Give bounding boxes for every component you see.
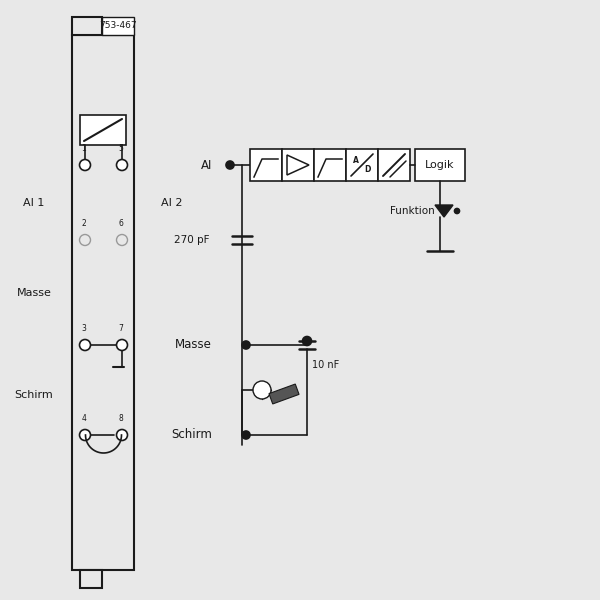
Text: 6: 6 — [119, 219, 124, 228]
Bar — [346, 149, 378, 181]
Text: 4: 4 — [82, 414, 86, 423]
Circle shape — [302, 337, 311, 346]
Bar — [72, 35, 134, 570]
Text: 270 pF: 270 pF — [175, 235, 210, 245]
Text: A: A — [353, 156, 359, 165]
Text: 7: 7 — [119, 324, 124, 333]
Circle shape — [79, 160, 91, 170]
Circle shape — [253, 381, 271, 399]
Text: Schirm: Schirm — [14, 390, 53, 400]
Text: D: D — [365, 165, 371, 174]
Bar — [72, 17, 102, 35]
Circle shape — [116, 235, 128, 245]
Circle shape — [116, 340, 128, 350]
Bar — [102, 17, 134, 35]
Circle shape — [116, 160, 128, 170]
Text: AI 1: AI 1 — [23, 197, 44, 208]
Text: Logik: Logik — [425, 160, 455, 170]
Text: AI: AI — [200, 158, 212, 172]
Polygon shape — [269, 384, 299, 404]
Bar — [80, 570, 102, 588]
Bar — [415, 149, 465, 181]
Text: AI 2: AI 2 — [161, 197, 183, 208]
Text: 10 nF: 10 nF — [312, 360, 339, 370]
Circle shape — [79, 235, 91, 245]
Text: Masse: Masse — [17, 287, 52, 298]
Circle shape — [455, 209, 460, 214]
Circle shape — [79, 340, 91, 350]
Bar — [314, 149, 346, 181]
Polygon shape — [435, 205, 453, 217]
Text: Schirm: Schirm — [171, 428, 212, 442]
Circle shape — [79, 430, 91, 440]
Bar — [282, 149, 314, 181]
Text: Masse: Masse — [175, 338, 212, 352]
Text: 5: 5 — [119, 144, 124, 153]
Text: Funktion: Funktion — [390, 206, 435, 216]
Circle shape — [116, 430, 128, 440]
Circle shape — [226, 161, 234, 169]
Circle shape — [242, 431, 250, 439]
Polygon shape — [287, 155, 309, 175]
Text: 753-467: 753-467 — [99, 22, 137, 31]
Text: 2: 2 — [82, 219, 86, 228]
Text: 3: 3 — [82, 324, 86, 333]
Text: 1: 1 — [82, 144, 86, 153]
Circle shape — [242, 341, 250, 349]
Bar — [378, 149, 410, 181]
Bar — [80, 115, 126, 145]
Text: 8: 8 — [119, 414, 124, 423]
Bar — [250, 149, 282, 181]
